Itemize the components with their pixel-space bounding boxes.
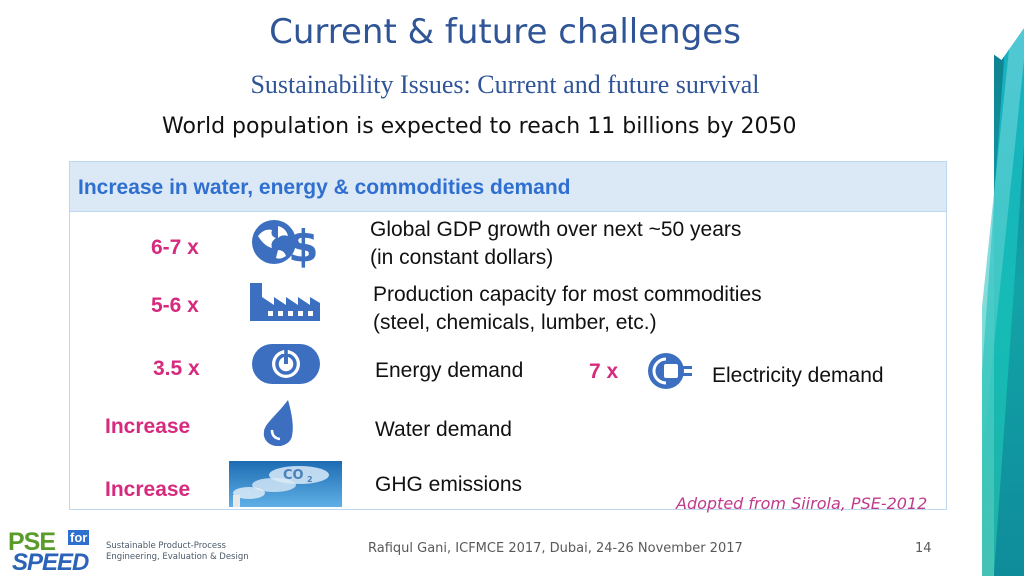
panel-header-label: Increase in water, energy & commodities …	[78, 176, 571, 199]
gdp-desc-line2: (in constant dollars)	[370, 246, 554, 269]
slide-subtitle: Sustainability Issues: Current and futur…	[250, 70, 760, 99]
logo-speed-text: SPEED	[12, 549, 89, 576]
factory-icon	[250, 283, 320, 321]
ghg-desc: GHG emissions	[375, 473, 523, 496]
power-icon	[252, 344, 320, 384]
water-drop-icon	[263, 400, 293, 446]
water-multiplier: Increase	[105, 415, 191, 438]
logo-tagline-line1: Sustainable Product-Process	[106, 541, 226, 551]
production-multiplier: 5-6 x	[151, 294, 199, 317]
electricity-desc: Electricity demand	[712, 364, 884, 387]
pse-for-speed-logo: PSE for SPEED	[8, 528, 108, 576]
logo-for-text: for	[68, 530, 90, 545]
globe-dollar-icon: $	[252, 220, 319, 268]
svg-text:$: $	[288, 221, 319, 268]
svg-text:CO: CO	[283, 468, 304, 483]
gdp-desc-line1: Global GDP growth over next ~50 years	[370, 218, 742, 241]
page-number: 14	[915, 541, 932, 556]
production-desc-line2: (steel, chemicals, lumber, etc.)	[373, 311, 657, 334]
logo-pse-text: PSE	[8, 528, 56, 556]
source-credit: Adopted from Siirola, PSE-2012	[676, 494, 928, 513]
energy-desc: Energy demand	[375, 359, 524, 382]
slide-title: Current & future challenges	[269, 12, 741, 52]
logo-tagline-line2: Engineering, Evaluation & Design	[106, 552, 249, 562]
panel-header: Increase in water, energy & commodities …	[70, 162, 946, 212]
svg-text:2: 2	[307, 475, 313, 484]
gdp-multiplier: 6-7 x	[151, 236, 199, 259]
population-headline: World population is expected to reach 11…	[162, 114, 797, 139]
footer-citation: Rafiqul Gani, ICFMCE 2017, Dubai, 24-26 …	[368, 541, 743, 556]
demand-panel: Increase in water, energy & commodities …	[69, 161, 947, 510]
water-desc: Water demand	[375, 418, 512, 441]
electricity-multiplier: 7 x	[589, 360, 619, 383]
logo-tagline: Sustainable Product-Process Engineering,…	[106, 541, 249, 563]
energy-multiplier: 3.5 x	[153, 357, 200, 380]
production-desc-line1: Production capacity for most commodities	[373, 283, 762, 306]
co2-smokestack-icon: CO 2	[229, 461, 342, 507]
decorative-side-bands	[982, 0, 1024, 576]
ghg-multiplier: Increase	[105, 478, 191, 501]
plug-icon	[648, 353, 692, 389]
